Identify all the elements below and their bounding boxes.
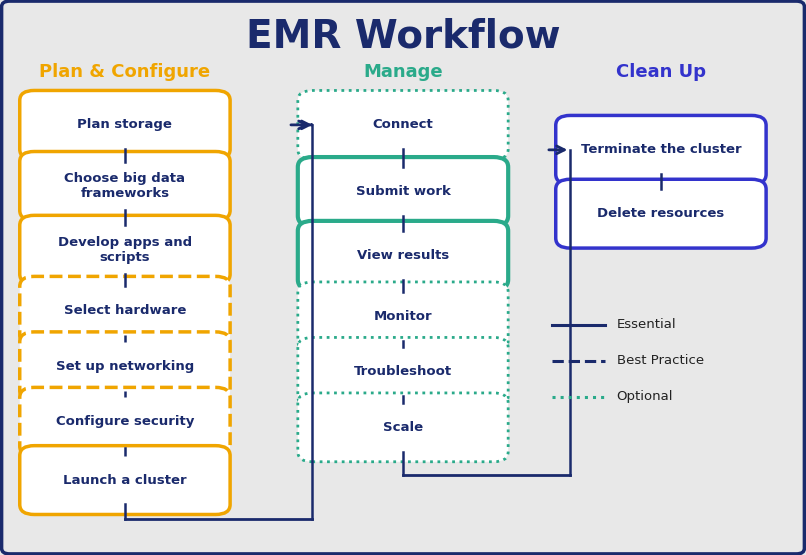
- FancyBboxPatch shape: [298, 393, 509, 462]
- Text: Essential: Essential: [617, 318, 676, 331]
- Text: View results: View results: [357, 249, 449, 262]
- FancyBboxPatch shape: [19, 215, 231, 284]
- FancyBboxPatch shape: [19, 387, 231, 456]
- Text: Monitor: Monitor: [374, 310, 432, 323]
- Text: Develop apps and
scripts: Develop apps and scripts: [58, 236, 192, 264]
- Text: Connect: Connect: [372, 118, 434, 132]
- Text: Scale: Scale: [383, 421, 423, 434]
- Text: Best Practice: Best Practice: [617, 354, 704, 367]
- Text: Delete resources: Delete resources: [597, 207, 725, 220]
- Text: Clean Up: Clean Up: [616, 63, 706, 81]
- FancyBboxPatch shape: [19, 276, 231, 345]
- FancyBboxPatch shape: [298, 90, 509, 159]
- FancyBboxPatch shape: [19, 446, 231, 514]
- FancyBboxPatch shape: [298, 282, 509, 351]
- FancyBboxPatch shape: [298, 221, 509, 290]
- Text: Choose big data
frameworks: Choose big data frameworks: [64, 172, 185, 200]
- FancyBboxPatch shape: [556, 179, 766, 248]
- Text: Optional: Optional: [617, 390, 673, 403]
- Text: Plan & Configure: Plan & Configure: [39, 63, 210, 81]
- FancyBboxPatch shape: [19, 90, 231, 159]
- Text: Manage: Manage: [364, 63, 442, 81]
- Text: EMR Workflow: EMR Workflow: [246, 17, 560, 55]
- Text: Troubleshoot: Troubleshoot: [354, 365, 452, 379]
- Text: Submit work: Submit work: [355, 185, 451, 198]
- Text: Terminate the cluster: Terminate the cluster: [580, 143, 742, 157]
- Text: Launch a cluster: Launch a cluster: [63, 473, 187, 487]
- Text: Plan storage: Plan storage: [77, 118, 172, 132]
- FancyBboxPatch shape: [298, 337, 509, 406]
- FancyBboxPatch shape: [556, 115, 766, 184]
- FancyBboxPatch shape: [298, 157, 509, 226]
- Text: Configure security: Configure security: [56, 415, 194, 428]
- FancyBboxPatch shape: [19, 152, 231, 220]
- Text: Select hardware: Select hardware: [64, 304, 186, 317]
- FancyBboxPatch shape: [19, 332, 231, 401]
- Text: Set up networking: Set up networking: [56, 360, 194, 373]
